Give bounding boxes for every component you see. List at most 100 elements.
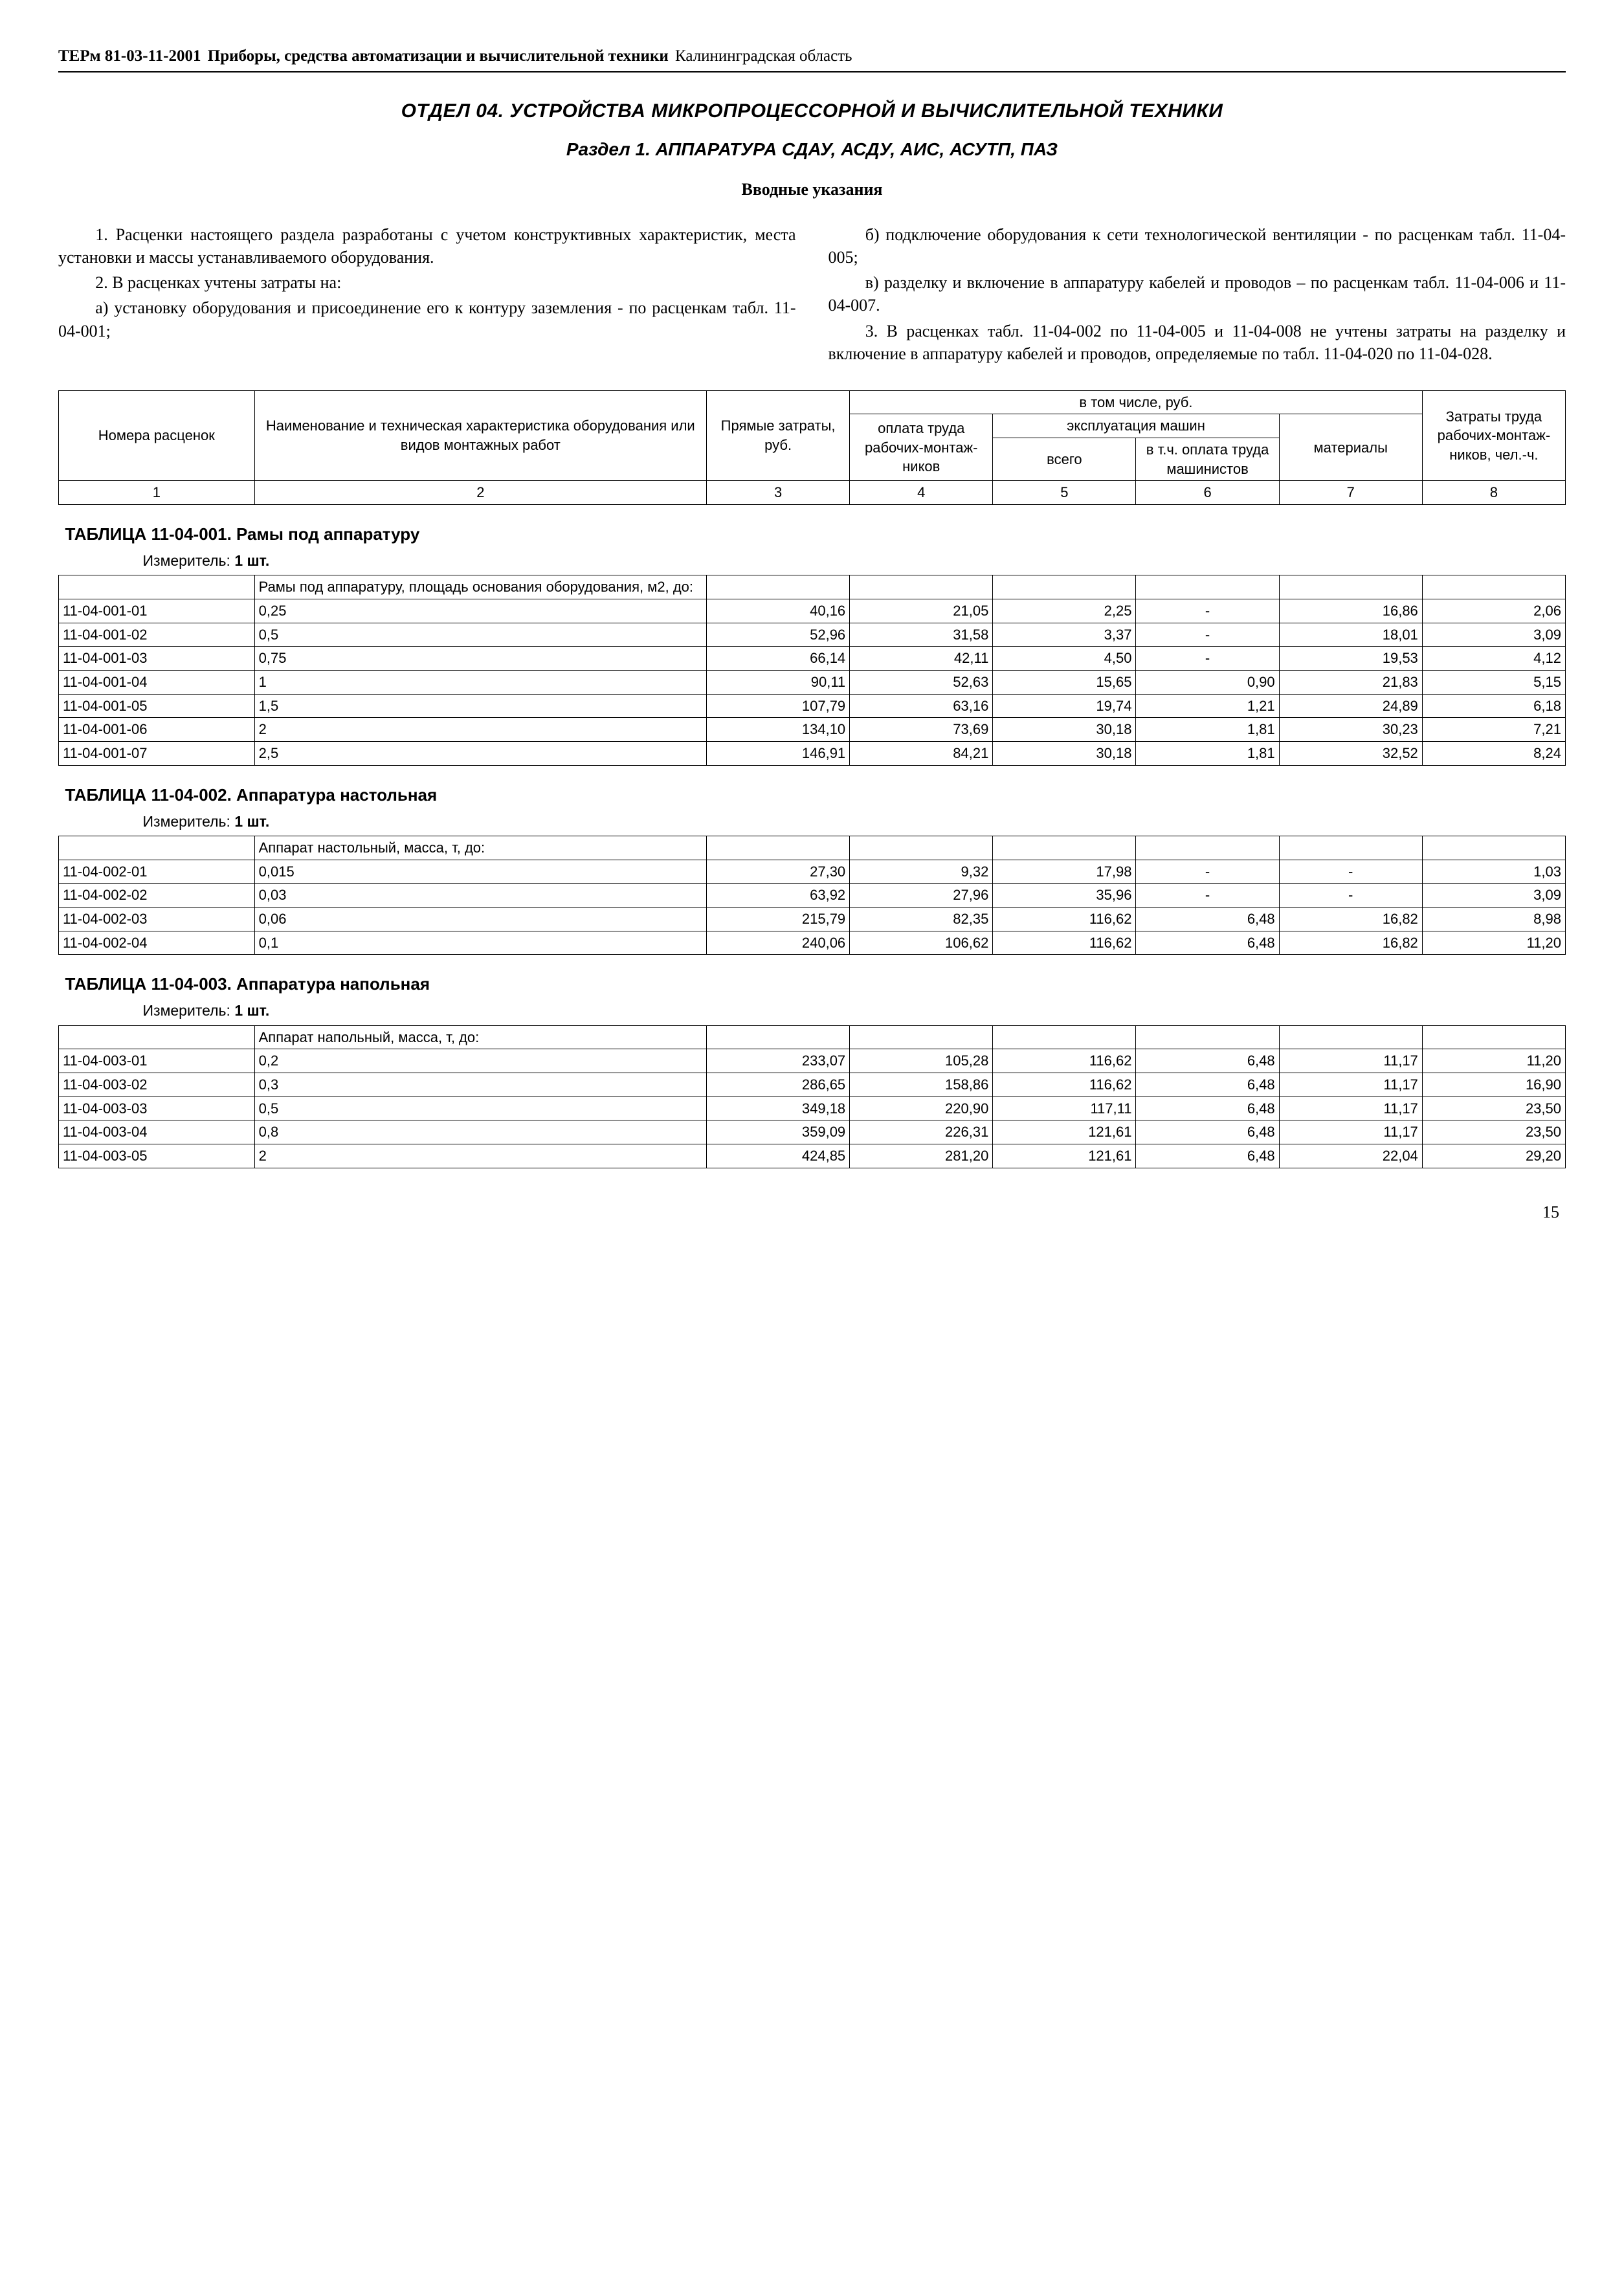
page-number: 15 [58, 1201, 1566, 1223]
th-col4: оплата труда рабочих-монтаж-ников [850, 414, 993, 481]
th-group-machines: эксплуатация машин [993, 414, 1279, 438]
cell-name: 2 [254, 1144, 706, 1168]
cell-value: 3,09 [1422, 884, 1565, 908]
cell-code: 11-04-003-02 [59, 1073, 255, 1097]
intro-columns: 1. Расценки настоящего раздела разработа… [58, 223, 1566, 368]
cell-value: 7,21 [1422, 718, 1565, 742]
section-heading-1: ОТДЕЛ 04. УСТРОЙСТВА МИКРОПРОЦЕССОРНОЙ И… [58, 98, 1566, 125]
th-col1: Номера расценок [59, 390, 255, 481]
cell-value: 286,65 [707, 1073, 850, 1097]
table-row: 11-04-001-020,552,9631,583,37-18,013,09 [59, 623, 1566, 647]
cell-code: 11-04-003-05 [59, 1144, 255, 1168]
column-number-row: 12345678 [59, 481, 1566, 505]
cell-value: 116,62 [993, 931, 1136, 955]
cell-value: 23,50 [1422, 1097, 1565, 1120]
cell-value: - [1136, 623, 1279, 647]
cell-value: 73,69 [850, 718, 993, 742]
intro-left-column: 1. Расценки настоящего раздела разработа… [58, 223, 796, 368]
cell-code: 11-04-002-03 [59, 907, 255, 931]
cell-value: 19,53 [1279, 647, 1422, 671]
cell-value: 8,24 [1422, 742, 1565, 766]
table-section-title: ТАБЛИЦА 11-04-002. Аппаратура настольная [65, 784, 1566, 807]
cell-value: 116,62 [993, 1049, 1136, 1073]
cell-value: 63,16 [850, 694, 993, 718]
cell-name: 0,06 [254, 907, 706, 931]
header-code: ТЕРм 81-03-11-2001 [58, 47, 201, 65]
row-description: Рамы под аппаратуру, площадь основания о… [254, 575, 706, 599]
cell-value: 27,30 [707, 860, 850, 884]
table-section-title: ТАБЛИЦА 11-04-001. Рамы под аппаратуру [65, 523, 1566, 546]
cell-value: 349,18 [707, 1097, 850, 1120]
cell-code: 11-04-001-03 [59, 647, 255, 671]
th-colnum: 4 [850, 481, 993, 505]
cell-value: 35,96 [993, 884, 1136, 908]
cell-value: 134,10 [707, 718, 850, 742]
table-row: 11-04-003-052424,85281,20121,616,4822,04… [59, 1144, 1566, 1168]
intro-paragraph: а) установку оборудования и присоединени… [58, 296, 796, 342]
cell-value: 5,15 [1422, 671, 1565, 695]
cell-value: - [1279, 884, 1422, 908]
cell-name: 2 [254, 718, 706, 742]
cell-value: 117,11 [993, 1097, 1136, 1120]
cell-code: 11-04-001-04 [59, 671, 255, 695]
cell-value: 15,65 [993, 671, 1136, 695]
th-colnum: 8 [1422, 481, 1565, 505]
cell-value: 52,96 [707, 623, 850, 647]
table-row: 11-04-003-030,5349,18220,90117,116,4811,… [59, 1097, 1566, 1120]
row-description: Аппарат настольный, масса, т, до: [254, 836, 706, 860]
cell-value: 6,48 [1136, 1144, 1279, 1168]
cell-value: 4,50 [993, 647, 1136, 671]
table-section-title: ТАБЛИЦА 11-04-003. Аппаратура напольная [65, 973, 1566, 996]
cell-value: 146,91 [707, 742, 850, 766]
cell-name: 0,03 [254, 884, 706, 908]
cell-value: 6,48 [1136, 1120, 1279, 1144]
cell-value: 23,50 [1422, 1120, 1565, 1144]
cell-value: 16,90 [1422, 1073, 1565, 1097]
section-heading-2: Раздел 1. АППАРАТУРА СДАУ, АСДУ, АИС, АС… [58, 137, 1566, 162]
cell-value: 105,28 [850, 1049, 993, 1073]
cell-code: 11-04-001-05 [59, 694, 255, 718]
cell-value: 2,25 [993, 599, 1136, 623]
table-section-measure: Измеритель: 1 шт. [143, 812, 1566, 832]
table-row: 11-04-001-051,5107,7963,1619,741,2124,89… [59, 694, 1566, 718]
cell-value: 52,63 [850, 671, 993, 695]
cell-value: 16,82 [1279, 907, 1422, 931]
cell-value: 4,12 [1422, 647, 1565, 671]
cell-value: 8,98 [1422, 907, 1565, 931]
table-row: 11-04-003-040,8359,09226,31121,616,4811,… [59, 1120, 1566, 1144]
cell-code: 11-04-003-04 [59, 1120, 255, 1144]
cell-name: 2,5 [254, 742, 706, 766]
cell-name: 0,5 [254, 1097, 706, 1120]
cell-code: 11-04-002-02 [59, 884, 255, 908]
cell-value: 121,61 [993, 1144, 1136, 1168]
cell-value: 42,11 [850, 647, 993, 671]
table-section-measure: Измеритель: 1 шт. [143, 1001, 1566, 1021]
cell-value: 16,86 [1279, 599, 1422, 623]
cell-code: 11-04-003-01 [59, 1049, 255, 1073]
header-region: Калининградская область [675, 47, 852, 65]
cell-value: 66,14 [707, 647, 850, 671]
table-body: ТАБЛИЦА 11-04-001. Рамы под аппаратуру Из… [59, 505, 1566, 1168]
cell-value: 6,48 [1136, 931, 1279, 955]
intro-heading: Вводные указания [58, 178, 1566, 201]
row-description: Аппарат напольный, масса, т, до: [254, 1025, 706, 1049]
cell-value: 84,21 [850, 742, 993, 766]
cell-value: 6,18 [1422, 694, 1565, 718]
cell-value: 6,48 [1136, 1073, 1279, 1097]
table-row: 11-04-002-040,1240,06106,62116,626,4816,… [59, 931, 1566, 955]
cell-value: 31,58 [850, 623, 993, 647]
cell-value: 22,04 [1279, 1144, 1422, 1168]
cell-value: 215,79 [707, 907, 850, 931]
cell-name: 0,2 [254, 1049, 706, 1073]
cell-value: 1,21 [1136, 694, 1279, 718]
cell-value: 220,90 [850, 1097, 993, 1120]
cell-code: 11-04-002-01 [59, 860, 255, 884]
intro-paragraph: б) подключение оборудования к сети техно… [829, 223, 1566, 269]
table-row: 11-04-001-030,7566,1442,114,50-19,534,12 [59, 647, 1566, 671]
intro-paragraph: в) разделку и включение в аппаратуру каб… [829, 271, 1566, 317]
cell-value: 6,48 [1136, 907, 1279, 931]
cell-value: 82,35 [850, 907, 993, 931]
cell-value: 3,37 [993, 623, 1136, 647]
th-col2: Наименование и техническая характеристик… [254, 390, 706, 481]
cell-name: 1,5 [254, 694, 706, 718]
